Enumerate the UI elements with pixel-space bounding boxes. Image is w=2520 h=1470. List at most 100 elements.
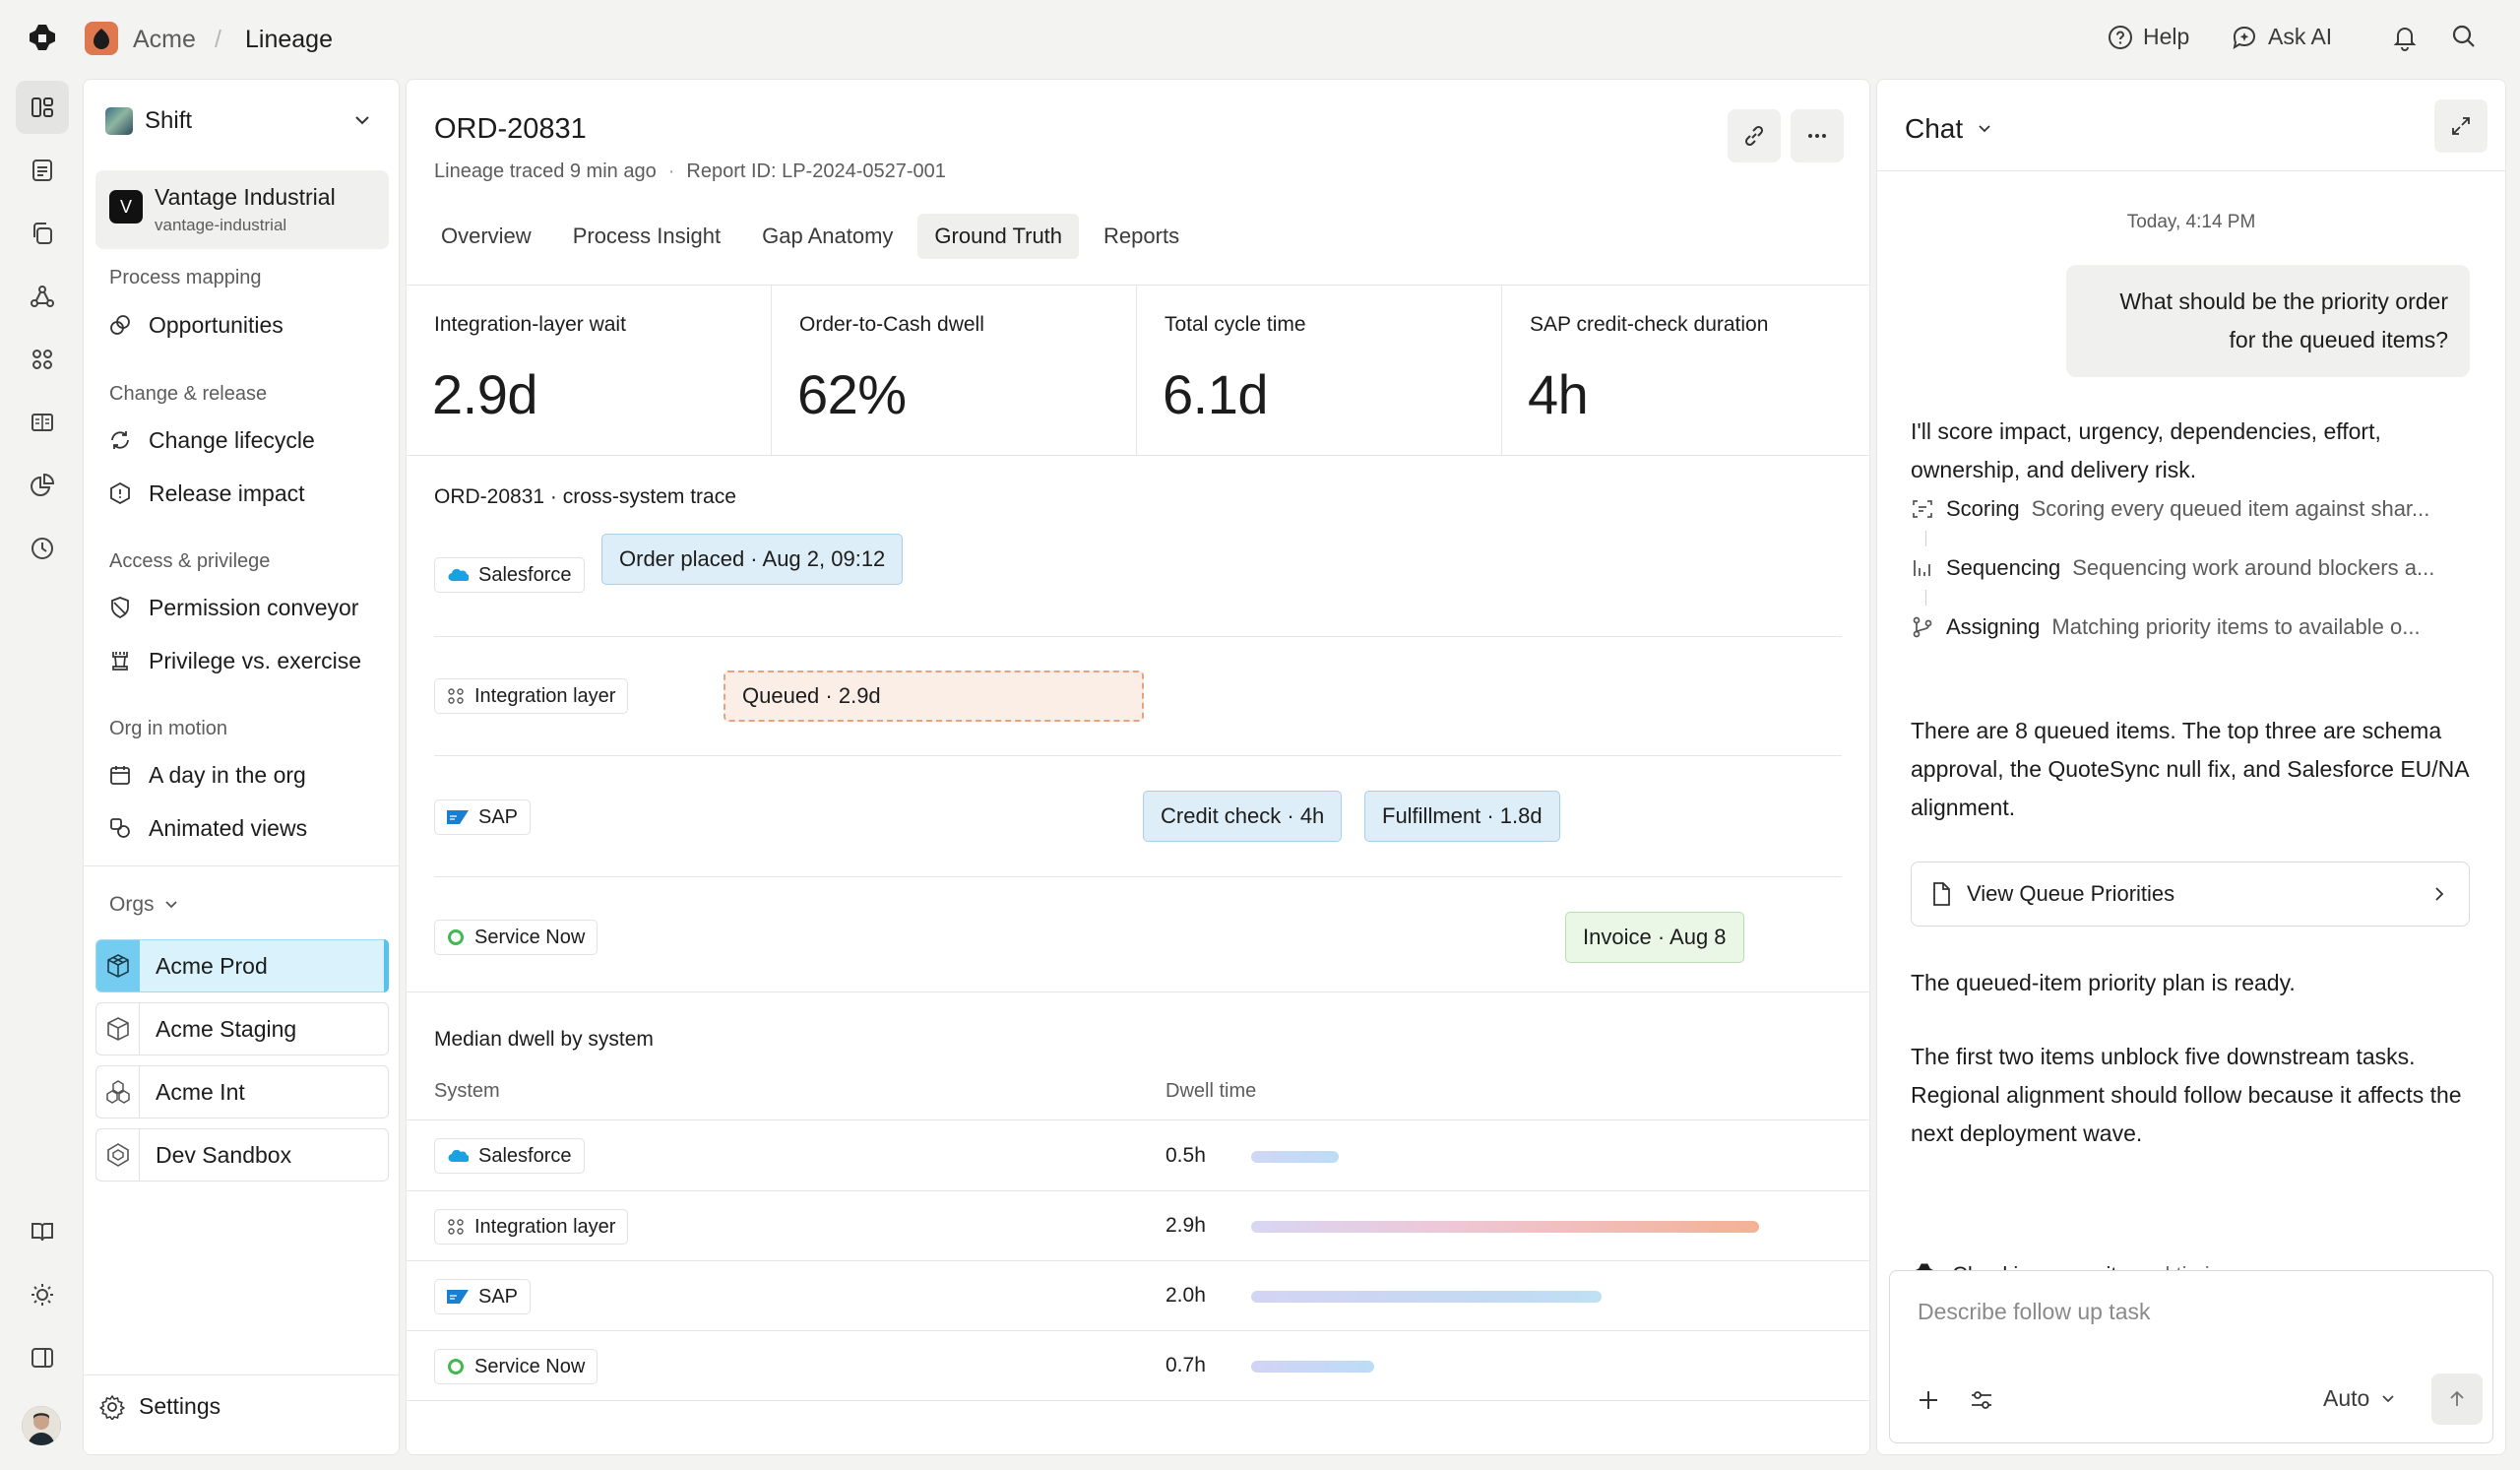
layout-icon (30, 95, 55, 120)
rail-history-button[interactable] (16, 522, 69, 575)
help-button[interactable]: Help (2108, 24, 2189, 50)
org-item-acme-int[interactable]: Acme Int (95, 1065, 389, 1118)
section-title-org-in-motion: Org in motion (109, 718, 228, 739)
rail-theme-button[interactable] (16, 1268, 69, 1321)
search-button[interactable] (2451, 24, 2477, 49)
org-avatar[interactable] (85, 22, 118, 55)
bars-icon (1911, 556, 1934, 580)
event-invoice[interactable]: Invoice · Aug 8 (1565, 912, 1744, 963)
rail-network-button[interactable] (16, 270, 69, 323)
rail-layout-button[interactable] (16, 81, 69, 134)
system-name: Salesforce (478, 1144, 572, 1167)
step-name: Sequencing (1946, 555, 2061, 580)
sidebar-item-permission-conveyor[interactable]: Permission conveyor (107, 588, 383, 627)
rail-sidebar-toggle-button[interactable] (16, 1331, 69, 1384)
more-options-button[interactable] (1791, 109, 1844, 162)
section-title-access-privilege: Access & privilege (109, 550, 271, 572)
tab-gap-anatomy[interactable]: Gap Anatomy (762, 224, 894, 248)
app-logo-icon[interactable] (26, 22, 59, 55)
plus-icon[interactable] (1916, 1387, 1941, 1413)
settings-button[interactable]: Settings (99, 1393, 220, 1420)
sidebar-item-privilege-exercise[interactable]: Privilege vs. exercise (107, 641, 383, 680)
step-description: Scoring every queued item against shar..… (2031, 496, 2430, 521)
chevron-down-icon (351, 109, 373, 131)
company-card[interactable]: V Vantage Industrial vantage-industrial (95, 170, 389, 249)
kpi-label: Order-to-Cash dwell (799, 313, 984, 336)
tabs-divider (407, 285, 1869, 286)
sidebar-item-change-lifecycle[interactable]: Change lifecycle (107, 420, 383, 460)
view-queue-priorities-card[interactable]: View Queue Priorities (1911, 862, 2470, 927)
system-name: Integration layer (474, 684, 616, 707)
alert-hexagon-icon (107, 480, 133, 506)
rail-document-button[interactable] (16, 144, 69, 197)
system-name: SAP (478, 805, 519, 828)
org-item-acme-prod[interactable]: Acme Prod (95, 939, 389, 992)
sidebar-item-animated-views[interactable]: Animated views (107, 808, 383, 848)
sliders-icon[interactable] (1969, 1387, 1994, 1413)
event-queued[interactable]: Queued · 2.9d (724, 671, 1144, 722)
chat-title-dropdown[interactable]: Chat (1905, 113, 1994, 145)
gear-icon (99, 1394, 125, 1420)
step-name: Scoring (1946, 496, 2020, 521)
step-sequencing: Sequencing Sequencing work around blocke… (1911, 550, 2482, 586)
system-chip-salesforce: Salesforce (434, 557, 585, 593)
org-label: Dev Sandbox (156, 1141, 292, 1168)
kpi-divider (407, 455, 1869, 456)
breadcrumb-org[interactable]: Acme (133, 26, 196, 53)
kpi-value: 6.1d (1163, 363, 1269, 425)
chat-divider (1877, 170, 2505, 171)
arrow-up-icon (2446, 1388, 2468, 1410)
rail-analytics-button[interactable] (16, 459, 69, 512)
tab-process-insight[interactable]: Process Insight (572, 224, 722, 248)
copy-link-button[interactable] (1728, 109, 1781, 162)
workspace-selector[interactable]: Shift (105, 101, 383, 141)
org-label: Acme Int (156, 1078, 245, 1105)
event-fulfillment[interactable]: Fulfillment · 1.8d (1364, 791, 1560, 842)
rail-guide-button[interactable] (16, 1205, 69, 1258)
table-divider (407, 1260, 1869, 1261)
chat-timestamp: Today, 4:14 PM (2126, 212, 2256, 232)
notifications-button[interactable] (2392, 24, 2418, 51)
kpi-label: Total cycle time (1165, 313, 1306, 336)
rail-book-button[interactable] (16, 396, 69, 449)
org-label: Acme Staging (156, 1015, 297, 1042)
sap-logo-icon (447, 810, 469, 824)
trace-section-divider (407, 991, 1869, 992)
user-avatar[interactable] (22, 1406, 61, 1445)
tab-reports[interactable]: Reports (1103, 224, 1180, 248)
rail-apps-button[interactable] (16, 333, 69, 386)
org-item-dev-sandbox[interactable]: Dev Sandbox (95, 1128, 389, 1182)
orgs-toggle[interactable]: Orgs (109, 893, 180, 917)
event-credit-check[interactable]: Credit check · 4h (1143, 791, 1343, 842)
search-icon (2451, 24, 2477, 49)
dwell-value: 0.7h (1166, 1354, 1206, 1376)
expand-chat-button[interactable] (2434, 99, 2488, 153)
ask-ai-button[interactable]: Ask AI (2231, 24, 2332, 50)
tab-overview[interactable]: Overview (441, 224, 532, 248)
meta-separator: · (667, 160, 675, 182)
kpi-card: Integration-layer wait 2.9d (407, 286, 772, 455)
chat-bubble-icon (2231, 25, 2258, 50)
guide-book-icon (30, 1219, 55, 1245)
user-message: What should be the priority order for th… (2066, 265, 2470, 377)
model-selector[interactable]: Auto (2323, 1385, 2397, 1412)
send-button[interactable] (2431, 1374, 2483, 1425)
trace-row-divider (434, 636, 1842, 637)
workspace-name: Shift (145, 107, 193, 134)
opportunities-icon (107, 312, 133, 338)
rail-copy-button[interactable] (16, 207, 69, 260)
system-name: Integration layer (474, 1215, 616, 1238)
event-order-placed[interactable]: Order placed · Aug 2, 09:12 (601, 534, 904, 585)
sidebar-item-opportunities[interactable]: Opportunities (107, 305, 383, 345)
follow-up-input[interactable] (1918, 1299, 2469, 1325)
company-logo: V (109, 190, 143, 224)
breadcrumb-page: Lineage (245, 26, 333, 53)
kpi-label: Integration-layer wait (434, 313, 626, 336)
chat-panel: Chat Today, 4:14 PM What should be the p… (1876, 79, 2506, 1455)
sidebar-item-day-in-org[interactable]: A day in the org (107, 755, 383, 795)
tab-bar: Overview Process Insight Gap Anatomy Gro… (424, 214, 1196, 259)
trace-row-divider (434, 876, 1842, 877)
tab-ground-truth[interactable]: Ground Truth (917, 214, 1080, 259)
org-item-acme-staging[interactable]: Acme Staging (95, 1002, 389, 1055)
sidebar-item-release-impact[interactable]: Release impact (107, 474, 383, 513)
